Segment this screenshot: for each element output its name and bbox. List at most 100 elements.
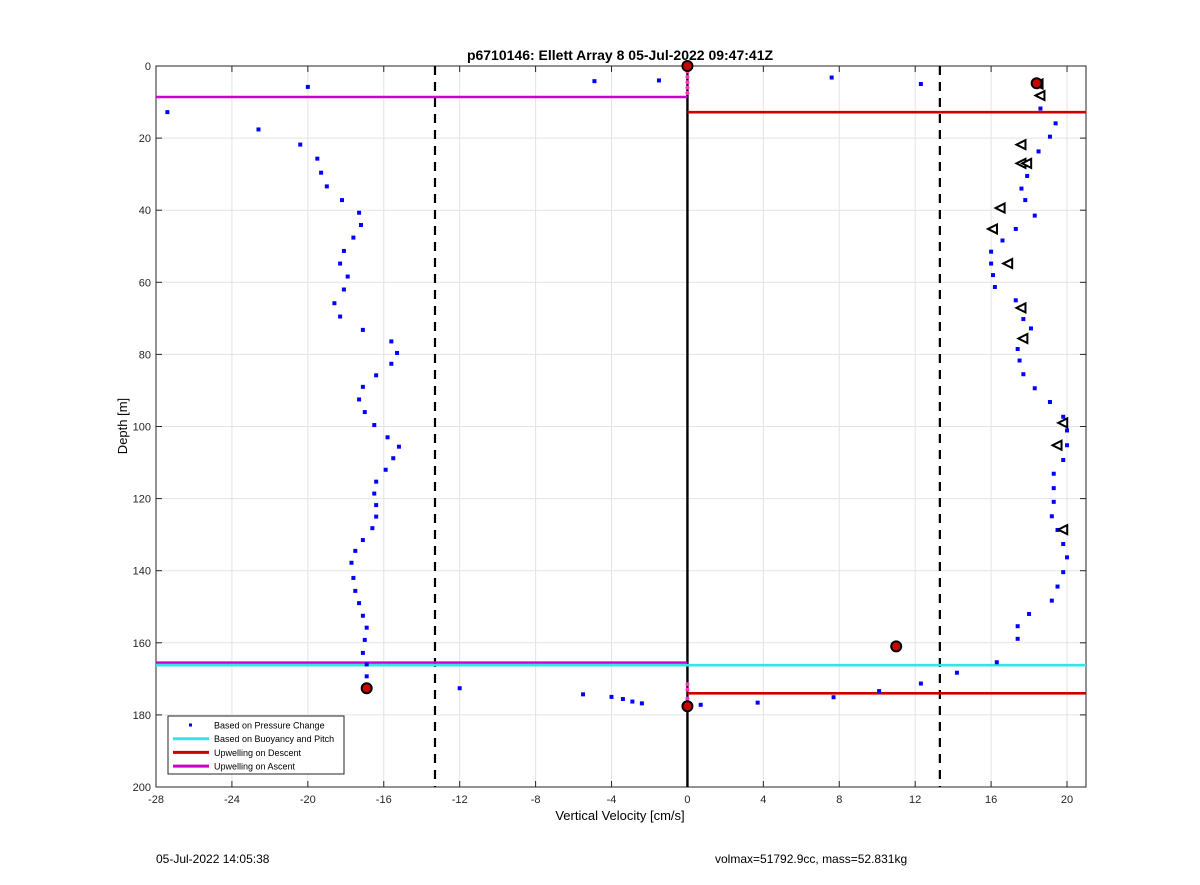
footer-timestamp: 05-Jul-2022 14:05:38 [156,852,270,866]
pressure-change-point [364,662,369,667]
pressure-change-point [620,697,625,702]
y-tick-label: 160 [133,638,151,650]
x-tick-label: 20 [1061,794,1073,806]
pressure-change-point [1013,226,1018,231]
pressure-change-point [1047,399,1052,404]
y-tick-label: 0 [145,61,151,73]
x-tick-label: -16 [376,794,392,806]
pressure-change-point [391,456,396,461]
pressure-change-point [755,700,760,705]
pressure-change-point [1047,134,1052,139]
chart-title: p6710146: Ellett Array 8 05-Jul-2022 09:… [467,47,774,63]
pressure-change-point [395,350,400,355]
buoyancy-pitch-marker [1014,301,1027,315]
pressure-change-point [360,538,365,543]
pressure-change-point [630,699,635,704]
pressure-change-point [1061,458,1066,463]
pressure-change-point [357,210,362,215]
pressure-change-point [165,110,170,115]
pressure-change-point [1021,317,1026,322]
pressure-change-point [831,695,836,700]
pressure-change-point [829,75,834,80]
pressure-change-point [609,694,614,699]
pressure-change-point [341,248,346,253]
pressure-change-point [954,670,959,675]
pressure-change-point [1061,414,1066,419]
buoyancy-pitch-marker [1016,332,1029,345]
buoyancy-pitch-marker [1055,523,1069,536]
zero-line-marker [685,687,690,692]
y-axis-label: Depth [m] [115,398,130,454]
x-tick-label: -12 [452,794,468,806]
zero-line-marker [685,682,690,687]
pressure-change-point [457,686,462,691]
pressure-change-point [372,423,377,428]
event-marker [890,640,903,653]
zero-line-marker [685,91,690,96]
pressure-change-point [358,222,363,227]
zero-line-marker [685,74,690,79]
pressure-change-point [340,198,344,203]
pressure-change-point [374,503,379,508]
pressure-change-point [298,142,303,147]
pressure-change-point [698,702,703,707]
pressure-change-point [1027,611,1032,616]
pressure-change-point [1015,624,1020,629]
pressure-change-point [338,314,343,319]
pressure-change-point [989,249,994,254]
event-marker [1030,77,1043,90]
pressure-change-point [256,127,261,132]
pressure-change-point [991,273,995,278]
pressure-change-point [305,84,310,89]
pressure-change-point [357,397,362,402]
buoyancy-pitch-marker [1050,439,1063,452]
legend-label: Based on Pressure Change [214,721,325,731]
pressure-change-point [389,339,394,344]
pressure-change-point [364,625,369,630]
pressure-change-point [1051,471,1056,476]
event-marker [681,60,694,72]
pressure-change-point [351,235,356,240]
pressure-change-point [1061,542,1066,547]
buoyancy-pitch-marker [1000,257,1014,270]
pressure-change-point [383,467,388,472]
y-tick-label: 40 [139,205,151,217]
pressure-change-point [1055,584,1060,589]
pressure-change-point [877,689,882,694]
zero-line-marker [685,80,690,85]
pressure-change-point [360,613,365,618]
pressure-change-point [1036,149,1041,154]
pressure-change-point [639,701,644,706]
pressure-change-point [338,261,343,266]
buoyancy-pitch-marker [1033,89,1046,102]
pressure-change-point [360,384,365,389]
x-tick-label: 0 [684,794,690,806]
y-tick-label: 100 [133,422,151,434]
x-tick-label: -28 [148,794,164,806]
pressure-change-point [372,491,377,496]
pressure-change-point [1028,326,1033,331]
pressure-change-point [1023,198,1028,203]
y-tick-label: 20 [139,133,151,145]
pressure-change-point [357,601,362,606]
pressure-change-point [374,479,379,484]
event-marker [681,700,694,713]
pressure-change-point [1032,213,1037,218]
pressure-change-point [1000,238,1005,243]
legend-swatch-dot [189,723,192,727]
event-marker [360,682,373,695]
x-tick-label: -8 [531,794,541,806]
pressure-change-point [1065,428,1070,433]
plot-area: -28 -24 -20 -16 -12 -8 -4 0 4 8 12 16 20020406080100… [133,60,1087,806]
pressure-change-point [1019,186,1024,191]
buoyancy-pitch-marker [993,201,1006,215]
x-tick-label: -20 [300,794,316,806]
pressure-change-point [362,637,367,642]
pressure-change-point [360,650,365,655]
x-tick-label: -24 [224,794,240,806]
buoyancy-pitch-marker [1019,157,1033,170]
pressure-change-point [1017,358,1022,363]
pressure-change-point [989,261,994,266]
pressure-change-point [360,327,365,332]
